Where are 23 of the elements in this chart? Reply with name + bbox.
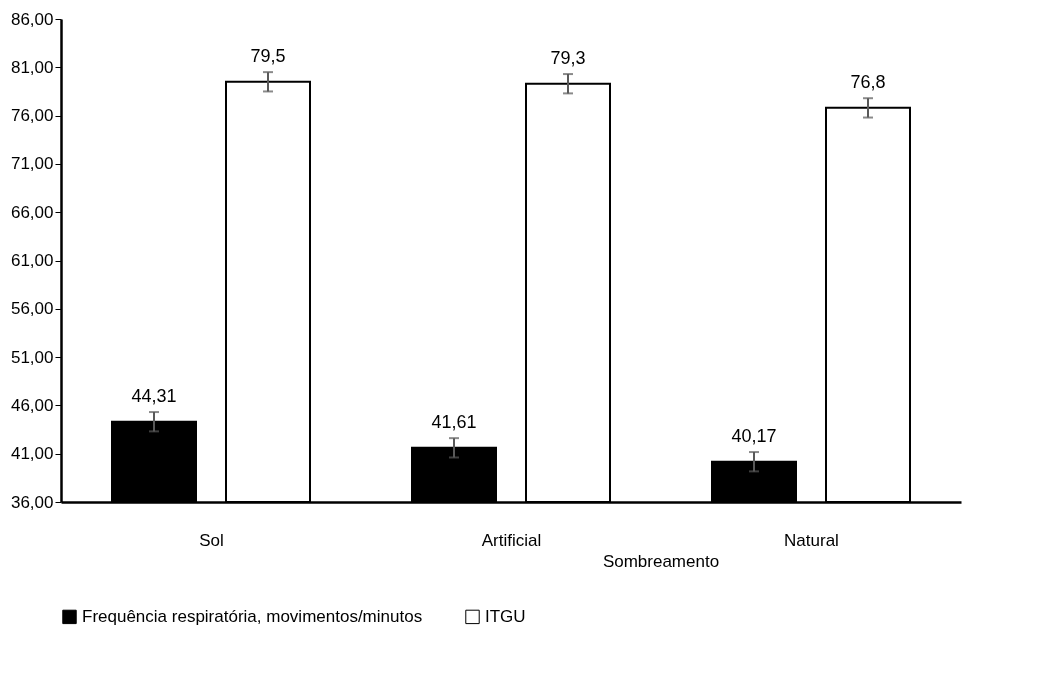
data-label: 79,3 (550, 48, 586, 69)
data-label: 40,17 (731, 426, 777, 447)
y-tick-label: 76,00 (10, 106, 54, 126)
y-tick-label: 41,00 (10, 444, 54, 464)
y-tick-label: 86,00 (10, 9, 54, 29)
x-tick-label: Artificial (481, 530, 542, 550)
data-label: 76,8 (850, 72, 886, 93)
legend-label: ITGU (485, 606, 526, 626)
y-tick-label: 51,00 (10, 347, 54, 367)
legend-label: Frequência respiratória, movimentos/minutos (82, 606, 423, 626)
data-label: 79,5 (250, 46, 286, 67)
y-tick-label: 71,00 (10, 154, 54, 174)
y-tick-label: 56,00 (10, 299, 54, 319)
y-tick-label: 81,00 (10, 57, 54, 77)
x-tick-label: Natural (784, 530, 839, 550)
y-tick-label: 46,00 (10, 395, 54, 415)
y-tick-label: 61,00 (10, 251, 54, 270)
text: Sombreamento (602, 552, 720, 571)
data-label: 41,61 (431, 412, 477, 433)
data-label: 44,31 (131, 386, 177, 407)
x-tick-label: Sol (199, 530, 224, 550)
y-tick-label: 36,00 (10, 492, 54, 512)
y-tick-label: 66,00 (10, 202, 54, 222)
